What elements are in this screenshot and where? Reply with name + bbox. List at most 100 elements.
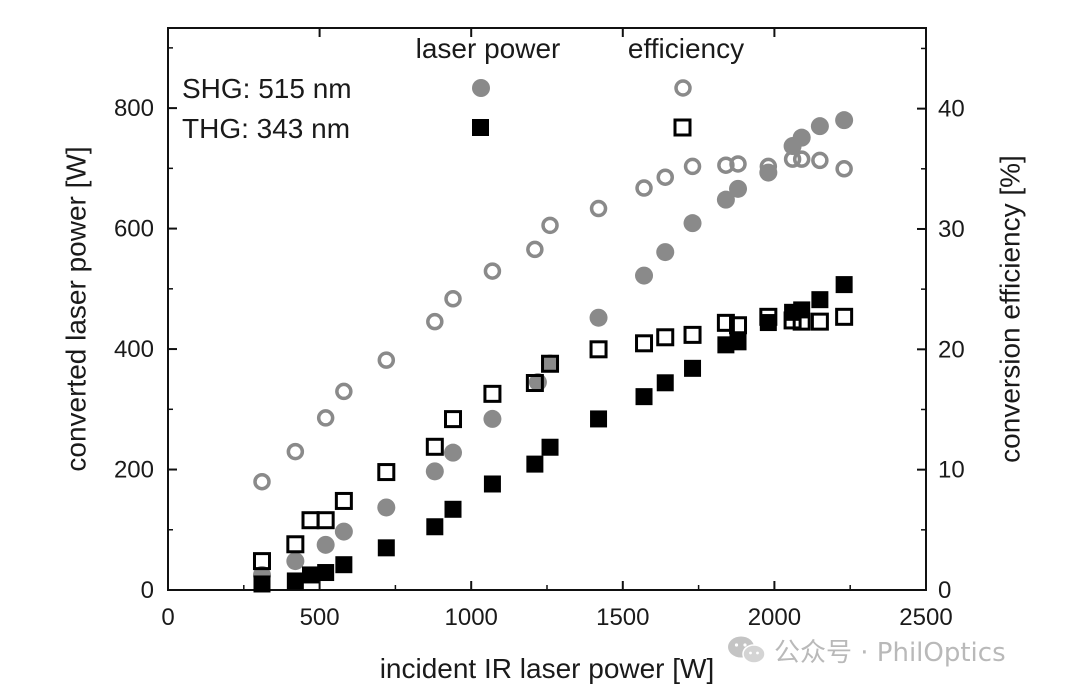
data-point [635,179,653,197]
legend-marker-shg-power [472,79,490,97]
x-tick-label: 1000 [445,604,498,631]
data-point [835,160,853,178]
data-point [635,334,654,353]
data-point [426,312,444,331]
data-point [684,359,702,377]
data-point [656,328,675,347]
data-point [286,442,305,461]
data-point [729,333,747,351]
data-point [425,437,444,456]
data-point [835,307,854,326]
data-point [792,150,811,168]
data-point [716,190,735,209]
data-point [316,511,335,530]
data-point [729,155,747,173]
data-point [759,314,777,332]
y-tick-label: 200 [114,457,154,484]
data-point [253,472,271,491]
legend-header-efficiency: efficiency [628,33,744,64]
data-point [444,410,463,429]
series-1 [253,150,853,491]
data-point [253,575,271,593]
data-point [729,316,748,335]
data-point [444,290,462,308]
watermark-text: 公众号 · PhilOptics [774,637,1006,668]
data-point [377,463,396,482]
data-point [286,535,305,554]
data-point [656,243,675,262]
data-point [729,179,748,198]
x-tick-label: 1500 [596,604,649,631]
data-point [590,410,608,428]
legend-header-power: laser power [416,33,561,64]
y2-tick-label: 0 [938,577,951,604]
data-point [792,312,811,331]
data-point [589,199,608,218]
data-point [589,340,608,359]
data-point [783,150,802,168]
data-point [286,572,304,590]
data-point [377,351,396,369]
data-point [759,157,778,176]
data-point [683,214,702,233]
data-point [759,307,778,326]
ticks-layer: 0 500 1000 1500 2000 250002004006008000102030… [114,28,965,631]
data-point [793,301,811,319]
data-point [316,535,335,554]
data-point [811,151,829,170]
data-point [835,276,853,294]
data-point [810,312,829,331]
data-point [377,539,395,557]
data-point [635,266,654,285]
data-point [835,111,854,130]
y-tick-label: 600 [114,216,154,243]
watermark: 公众号 · PhilOptics [726,632,1006,668]
y-tick-label: 400 [114,336,154,363]
series-2 [253,276,853,593]
series-3 [252,307,854,571]
wechat-icon [728,636,766,664]
data-point [792,128,811,147]
legend: laser power efficiency SHG: 515 nm THG: … [182,33,744,144]
data-point [716,313,735,332]
data-point [317,564,335,582]
data-point [483,409,502,428]
data-point [426,518,444,536]
data-point [301,511,320,530]
series-0 [252,111,854,584]
x-tick-label: 0 [161,604,174,631]
legend-marker-thg-power [472,119,489,136]
legend-marker-thg-efficiency [673,118,692,137]
data-point [483,384,502,403]
y2-tick-label: 20 [938,336,965,363]
x-tick-label: 2500 [899,604,952,631]
x-axis-label: incident IR laser power [W] [380,653,715,684]
data-point [526,240,544,259]
data-point [316,409,335,427]
data-point [377,498,396,517]
y2-tick-label: 40 [938,96,965,123]
data-point [483,262,502,280]
data-point [334,522,353,541]
data-point [656,168,674,186]
data-point [656,374,674,392]
data-point [335,382,353,401]
data-point [525,374,544,393]
legend-marker-shg-efficiency [674,79,692,97]
data-point [541,354,560,373]
x-tick-label: 2000 [748,604,801,631]
data-point [683,157,702,176]
data-point [683,325,702,344]
data-point [635,388,653,406]
data-point [334,491,353,510]
y2-tick-label: 30 [938,216,965,243]
data-point [252,552,271,571]
data-point [444,443,463,462]
data-point [335,556,353,574]
legend-label-shg: SHG: 515 nm [182,73,352,104]
data-point [526,455,544,473]
data-point [286,552,305,571]
marks-layer [252,111,854,593]
